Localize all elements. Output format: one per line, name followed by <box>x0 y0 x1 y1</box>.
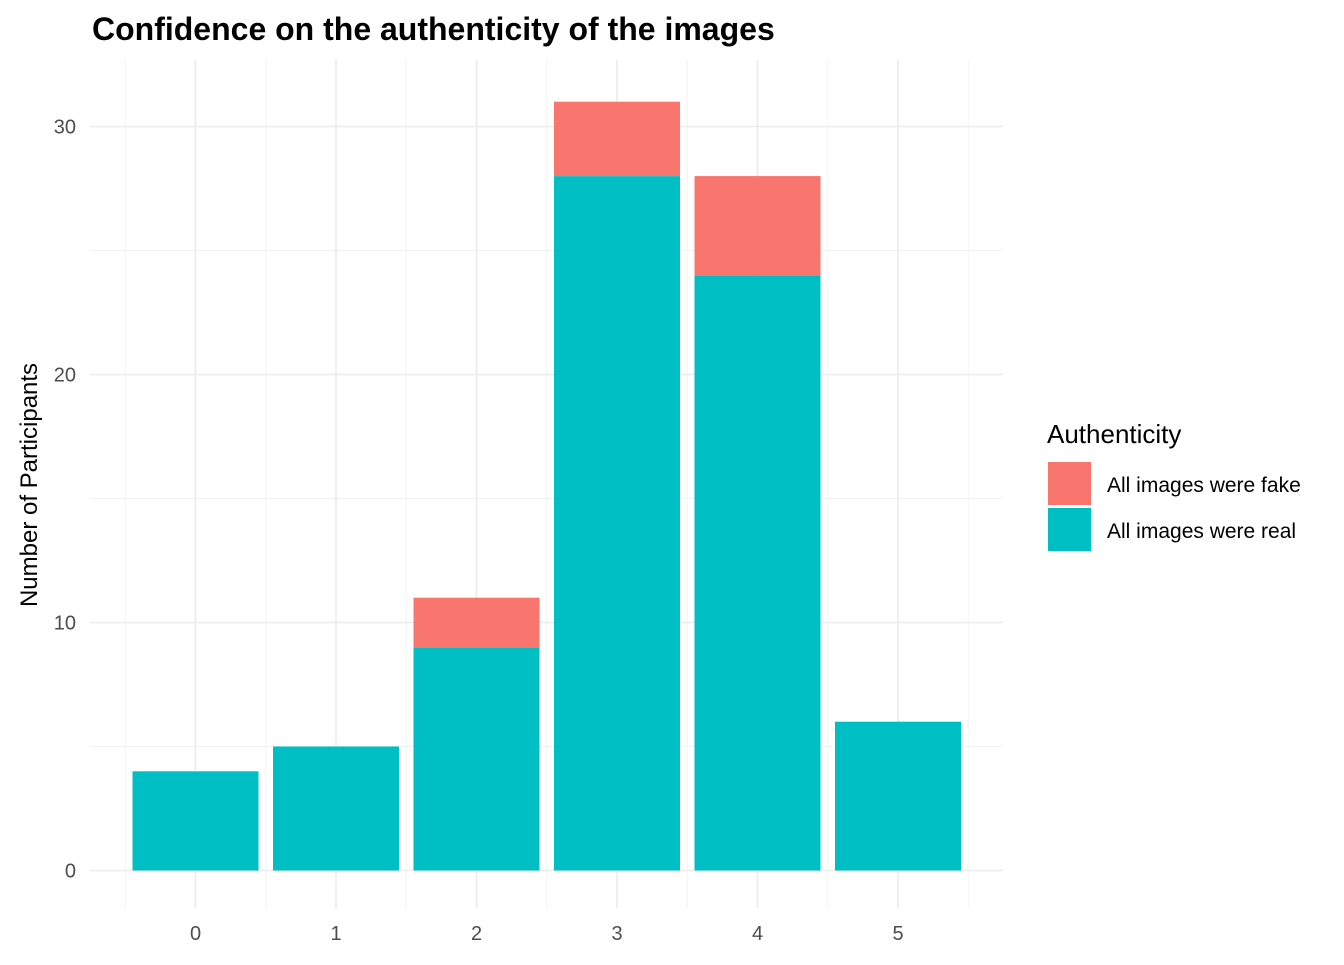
x-tick-label: 1 <box>330 923 341 945</box>
x-axis-ticks: 0 1 2 3 4 5 <box>190 923 904 945</box>
y-axis-ticks: 0 10 20 30 <box>54 117 76 883</box>
y-tick-label: 10 <box>54 613 76 635</box>
bar-2-fake <box>413 597 540 648</box>
bars <box>132 101 961 871</box>
legend-title: Authenticity <box>1047 419 1181 449</box>
x-tick-label: 4 <box>752 923 763 945</box>
x-tick-label: 5 <box>892 923 903 945</box>
bar-3-fake <box>554 101 680 177</box>
bar-3-real <box>554 176 680 871</box>
bar-5-real <box>835 721 961 871</box>
chart-title: Confidence on the authenticity of the im… <box>92 11 775 47</box>
x-tick-label: 2 <box>471 923 482 945</box>
bar-1-real <box>273 746 399 871</box>
legend-label: All images were fake <box>1107 474 1301 497</box>
bar-0-real <box>132 771 259 871</box>
y-tick-label: 20 <box>54 365 76 387</box>
bar-4-real <box>694 275 821 871</box>
legend-label: All images were real <box>1107 520 1296 543</box>
bar-4-fake <box>694 176 821 276</box>
bar-2-real <box>413 647 540 871</box>
y-tick-label: 30 <box>54 117 76 139</box>
y-axis-title: Number of Participants <box>16 363 43 607</box>
x-tick-label: 3 <box>611 923 622 945</box>
legend: Authenticity All images were fake All ima… <box>1047 419 1301 551</box>
y-tick-label: 0 <box>65 861 76 883</box>
x-tick-label: 0 <box>190 923 201 945</box>
legend-swatch <box>1048 462 1091 505</box>
legend-swatch <box>1048 508 1091 551</box>
